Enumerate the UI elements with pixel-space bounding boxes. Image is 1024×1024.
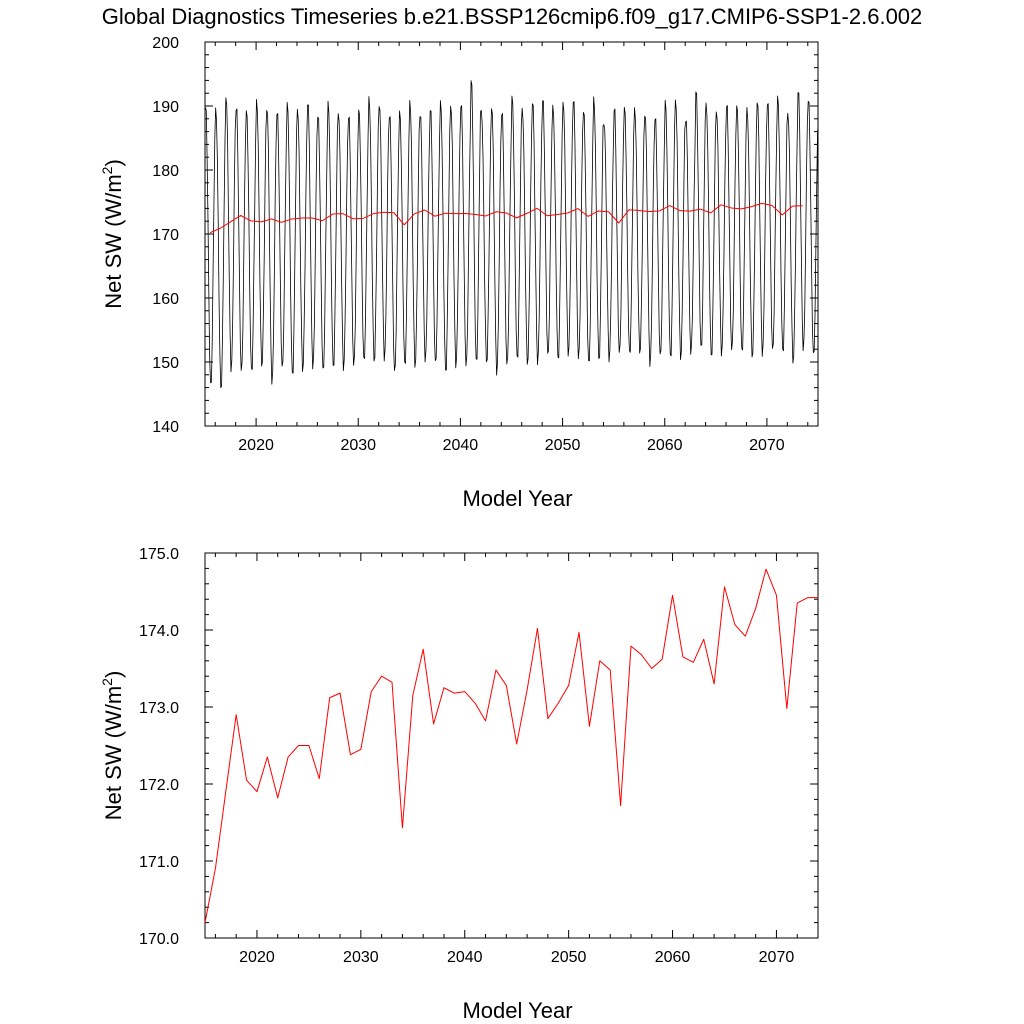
x-tick-label: 2050 <box>545 437 581 454</box>
y-axis-label-end: ) <box>101 671 126 678</box>
y-tick-label: 174.0 <box>139 623 179 640</box>
y-axis-label-superscript: 2 <box>99 678 115 686</box>
y-tick-label: 173.0 <box>139 700 179 717</box>
x-tick-label: 2030 <box>343 949 379 966</box>
y-tick-label: 190 <box>152 99 179 116</box>
y-tick-label: 160 <box>152 291 179 308</box>
top-x-ticks <box>214 42 809 426</box>
bottom-plot-frame <box>204 552 819 939</box>
y-tick-label: 171.0 <box>139 854 179 871</box>
bottom-panel: 2020 2030 2040 2050 2060 2070 170.0 171.0 172.0 1… <box>99 546 819 1023</box>
y-axis-label-main: Net SW (W/m <box>101 174 126 308</box>
y-axis-label-main: Net SW (W/m <box>101 686 126 820</box>
top-y-ticks <box>205 41 818 427</box>
bottom-y-ticks <box>205 552 818 939</box>
x-tick-label: 2030 <box>340 437 376 454</box>
bottom-x-ticks <box>214 553 819 938</box>
y-axis-label: Net SW (W/m2) <box>99 159 126 309</box>
annual-mean-series-line <box>209 202 803 234</box>
x-axis-label: Model Year <box>462 998 572 1023</box>
x-tick-label: 2040 <box>447 949 483 966</box>
x-tick-label: 2070 <box>759 949 795 966</box>
y-tick-label: 200 <box>152 35 179 52</box>
annual-mean-series-line <box>204 568 818 923</box>
y-axis-label-superscript: 2 <box>99 166 115 174</box>
x-tick-label: 2020 <box>239 949 275 966</box>
y-tick-label: 150 <box>152 355 179 372</box>
y-tick-label: 170.0 <box>139 931 179 948</box>
page-title: Global Diagnostics Timeseries b.e21.BSSP… <box>101 4 923 29</box>
y-tick-label: 140 <box>152 419 179 436</box>
x-tick-label: 2020 <box>238 437 274 454</box>
top-panel: 2020 2030 2040 2050 2060 2070 140 150 160 170 180 1… <box>99 35 819 511</box>
y-tick-label: 180 <box>152 163 179 180</box>
x-tick-label: 2060 <box>655 949 691 966</box>
y-axis-label-end: ) <box>101 159 126 166</box>
y-tick-label: 172.0 <box>139 777 179 794</box>
x-axis-label: Model Year <box>462 486 572 511</box>
x-tick-label: 2050 <box>551 949 587 966</box>
x-tick-label: 2040 <box>443 437 479 454</box>
y-tick-label: 175.0 <box>139 546 179 563</box>
y-tick-label: 170 <box>152 227 179 244</box>
x-tick-label: 2070 <box>749 437 785 454</box>
x-tick-label: 2060 <box>647 437 683 454</box>
monthly-series-line <box>205 80 818 389</box>
y-axis-label: Net SW (W/m2) <box>99 671 126 821</box>
